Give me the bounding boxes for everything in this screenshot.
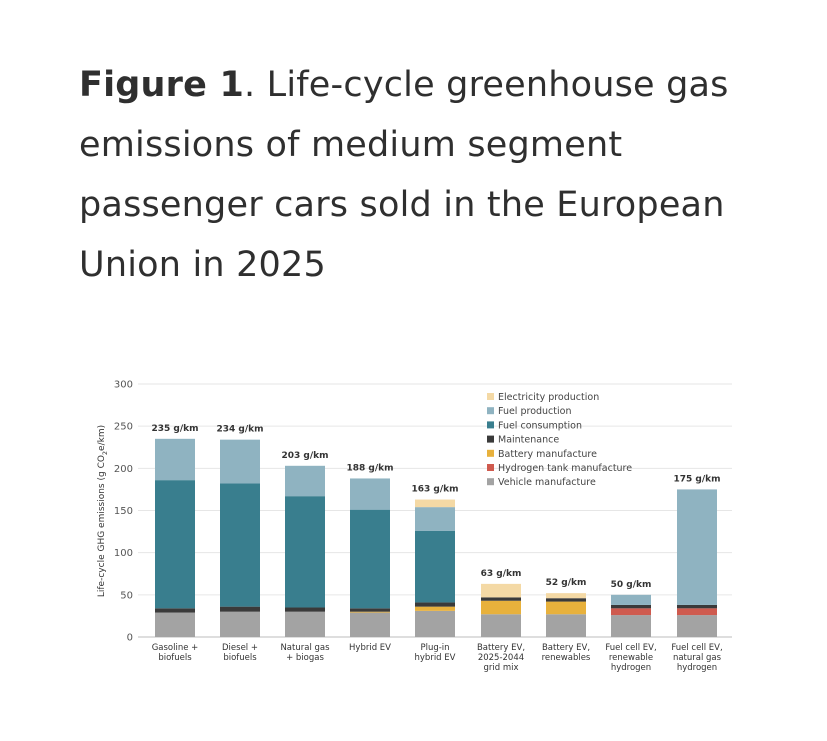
bar-segment [611,594,651,605]
y-tick-label: 150 [114,506,133,517]
y-tick-label: 100 [114,548,133,559]
legend-label: Battery manufacture [498,449,597,460]
bar-segment [285,465,325,497]
x-category-label: Plug-in [420,643,449,653]
x-category-label: Natural gas [280,643,330,653]
bar-segment [285,496,325,608]
legend-swatch [487,435,494,443]
x-category-label: 2025-2044 [478,653,524,663]
legend-swatch [487,449,494,457]
bar-segment [220,606,260,612]
bar-segment [415,610,455,637]
legend-label: Electricity production [498,392,599,403]
x-category-label: natural gas [673,653,722,663]
y-tick-label: 0 [127,633,133,644]
bar-segment [155,612,195,637]
figure-number: Figure 1 [79,65,245,105]
bar-segment [415,499,455,508]
x-category-label: Fuel cell EV, [671,643,722,653]
x-category-label: hydrogen [677,663,717,673]
bar-segment [677,615,717,637]
legend-label: Fuel production [498,406,571,417]
x-category-label: Fuel cell EV, [605,643,656,653]
y-tick-label: 250 [114,422,133,433]
bar-segment [481,600,521,615]
bar-segment [677,604,717,609]
y-tick-label: 200 [114,464,133,475]
bar-segment [546,598,586,602]
bar-segment [415,606,455,611]
legend-swatch [487,478,494,486]
bar-segment [155,480,195,609]
x-category-label: hydrogen [611,663,651,673]
legend-label: Hydrogen tank manufacture [498,463,632,474]
bar-total-label: 234 g/km [216,425,263,435]
bar-total-label: 203 g/km [281,451,328,461]
x-category-label: Hybrid EV [349,643,391,653]
x-category-label: Gasoline + [152,643,199,653]
legend-swatch [487,464,494,471]
bar-segment [155,608,195,613]
bar-segment [546,601,586,615]
figure-title: Figure 1. Life-cycle greenhouse gas emis… [79,55,779,295]
figure-caption: . Life-cycle greenhouse gas emissions of… [79,65,729,285]
bar-segment [350,608,390,612]
x-category-label: Battery EV, [477,643,525,653]
bar-segment [350,611,390,613]
bar-segment [481,597,521,601]
x-category-label: grid mix [483,663,518,673]
x-category-label: biofuels [158,653,192,663]
bar-segment [415,530,455,603]
bar-segment [220,611,260,637]
bar-segment [350,478,390,510]
bar-total-label: 235 g/km [151,424,198,434]
x-category-label: + biogas [286,653,324,663]
bar-segment [220,439,260,484]
bar-total-label: 63 g/km [481,569,522,579]
bar-segment [285,611,325,637]
bar-segment [611,608,651,616]
bar-segment [546,614,586,637]
x-category-label: Diesel + [222,643,258,653]
bar-segment [350,612,390,637]
legend-label: Fuel consumption [498,420,582,431]
bar-total-label: 188 g/km [346,463,393,473]
bar-segment [546,593,586,599]
bar-segment [481,614,521,637]
bar-segment [415,602,455,607]
x-category-label: Battery EV, [542,643,590,653]
bar-segment [415,507,455,531]
x-category-label: biofuels [223,653,257,663]
y-axis-label: Life-cycle GHG emissions (g CO2e/km) [97,425,109,597]
bar-total-label: 163 g/km [411,485,458,495]
bar-segment [350,509,390,609]
bar-segment [155,438,195,481]
bar-segment [481,583,521,598]
legend-swatch [487,421,494,429]
bar-segment [677,489,717,605]
bar-segment [611,604,651,609]
bar-segment [285,607,325,612]
bar-total-label: 50 g/km [611,580,652,590]
bar-total-label: 52 g/km [546,578,587,588]
x-category-label: renewable [609,653,653,663]
x-category-label: hybrid EV [415,653,456,663]
legend-label: Maintenance [498,435,559,446]
x-category-label: renewables [542,653,591,663]
y-tick-label: 300 [114,380,133,391]
y-tick-label: 50 [120,590,133,601]
bar-segment [220,483,260,607]
legend-label: Vehicle manufacture [498,477,596,488]
legend-swatch [487,393,494,400]
legend-swatch [487,407,494,415]
bar-total-label: 175 g/km [673,474,720,484]
bar-segment [677,608,717,616]
bar-segment [611,615,651,637]
